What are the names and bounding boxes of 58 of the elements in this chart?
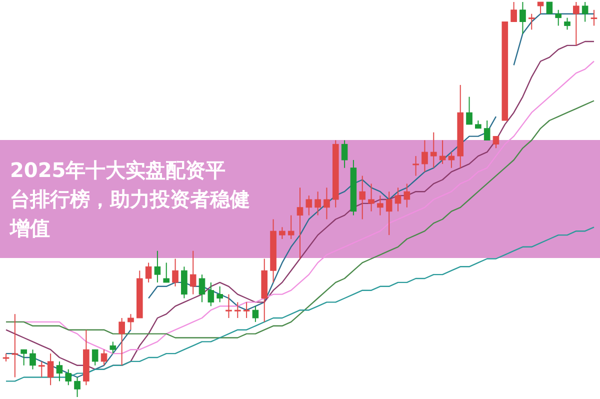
candlestick xyxy=(386,191,392,236)
candlestick xyxy=(110,341,116,354)
candlestick xyxy=(216,286,223,303)
candlestick xyxy=(100,349,108,366)
candlestick xyxy=(430,132,437,168)
candlestick xyxy=(537,2,544,14)
candlestick xyxy=(582,2,588,22)
candlestick xyxy=(422,140,428,172)
candlestick xyxy=(573,2,580,46)
candlestick xyxy=(510,2,517,22)
candlestick xyxy=(226,294,232,318)
candlestick xyxy=(520,2,526,34)
candlestick xyxy=(359,175,366,220)
candlestick xyxy=(341,140,348,168)
candlestick xyxy=(368,183,374,212)
candlestick xyxy=(208,282,214,307)
candlestick xyxy=(163,262,170,283)
candlestick xyxy=(528,13,535,30)
candlestick xyxy=(172,258,178,287)
candlestick xyxy=(65,368,72,386)
candlestick xyxy=(252,306,259,322)
candlestick xyxy=(47,353,54,386)
candlestick xyxy=(492,136,500,149)
candlestick xyxy=(74,376,80,398)
candlestick xyxy=(198,274,206,303)
candlestick xyxy=(555,9,562,26)
candlestick xyxy=(128,314,134,330)
candlestick xyxy=(314,191,321,216)
candlestick xyxy=(324,187,330,220)
candlestick xyxy=(92,349,98,366)
text: 2025年十大实盘配资平台排行榜，助力投资者稳健增值 xyxy=(9,158,250,240)
candlestick xyxy=(12,314,18,378)
candlestick xyxy=(118,318,125,366)
candlestick xyxy=(404,183,410,208)
candlestick xyxy=(243,302,250,318)
candlestick xyxy=(288,214,294,240)
candlestick xyxy=(564,17,570,30)
candlestick xyxy=(377,195,384,216)
candlestick xyxy=(154,250,161,283)
candlestick xyxy=(181,266,188,299)
candlestick xyxy=(145,262,152,283)
candlestick xyxy=(56,360,63,382)
candlestick xyxy=(412,156,419,176)
candlestick xyxy=(546,2,553,14)
candlestick xyxy=(448,152,455,168)
candlestick xyxy=(394,187,402,212)
candlestick xyxy=(439,140,446,164)
candlestick xyxy=(296,187,304,260)
candlestick xyxy=(484,120,490,141)
candlestick xyxy=(20,349,27,366)
candlestick xyxy=(306,195,312,216)
candlestick xyxy=(38,360,45,378)
candlestick xyxy=(279,226,286,240)
candlestick xyxy=(234,302,241,318)
candlestick xyxy=(466,96,472,125)
candlestick xyxy=(190,250,196,295)
candlestick xyxy=(30,349,36,370)
candlestick xyxy=(590,9,598,26)
